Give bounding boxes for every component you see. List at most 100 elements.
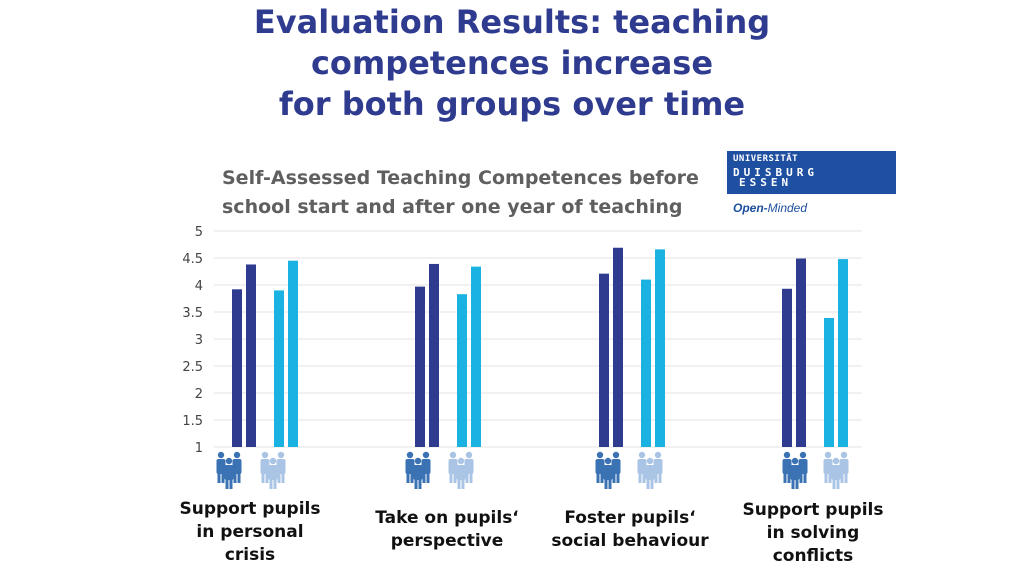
person-head: [638, 451, 646, 459]
person-leg: [449, 473, 453, 483]
person-head: [414, 457, 422, 465]
person-leg: [844, 473, 848, 483]
person-head: [791, 457, 799, 465]
person-leg: [824, 473, 828, 483]
person-body: [790, 465, 800, 480]
person-leg: [406, 473, 410, 483]
person-leg: [422, 473, 426, 483]
person-body: [464, 459, 474, 474]
person-head: [646, 457, 654, 465]
person-leg: [596, 473, 600, 483]
category-label-1-line-3: crisis: [224, 545, 276, 565]
bar: [246, 264, 256, 447]
person-head: [840, 451, 848, 459]
person-leg: [410, 473, 414, 483]
bar: [838, 259, 848, 447]
category-label-3-line-2: social behaviour: [551, 531, 709, 551]
person-leg: [650, 479, 654, 489]
person-head: [824, 451, 832, 459]
person-leg: [638, 473, 642, 483]
person-body: [839, 459, 849, 474]
person-head: [612, 451, 620, 459]
person-head: [465, 451, 473, 459]
person-head: [261, 451, 269, 459]
y-tick-label: 3.5: [182, 306, 203, 321]
person-body: [831, 465, 841, 480]
person-leg: [642, 473, 646, 483]
person-leg: [654, 473, 658, 483]
y-tick-label: 2.5: [182, 360, 203, 375]
person-head: [406, 451, 414, 459]
bar: [599, 273, 609, 447]
person-body: [611, 459, 621, 474]
category-label-2-line-2: perspective: [390, 531, 504, 551]
person-head: [596, 451, 604, 459]
person-body: [448, 459, 458, 474]
person-leg: [426, 473, 430, 483]
person-leg: [237, 473, 241, 483]
bar: [655, 249, 665, 447]
category-label-3: Foster pupils‘ social behaviour: [535, 507, 725, 553]
person-body: [276, 459, 286, 474]
category-label-4: Support pupils in solving conflicts: [718, 499, 908, 568]
bar: [641, 279, 651, 447]
person-leg: [273, 479, 277, 489]
person-head: [269, 457, 277, 465]
person-leg: [795, 479, 799, 489]
person-leg: [453, 473, 457, 483]
bar: [457, 294, 467, 447]
person-leg: [469, 473, 473, 483]
bar: [782, 288, 792, 447]
person-leg: [840, 473, 844, 483]
person-body: [637, 459, 647, 474]
person-leg: [832, 479, 836, 489]
category-label-4-line-2: in solving: [766, 523, 860, 543]
person-body: [823, 459, 833, 474]
person-leg: [217, 473, 221, 483]
logo-tagline-bold: Open-: [733, 201, 768, 215]
person-leg: [221, 473, 225, 483]
person-head: [225, 457, 233, 465]
person-leg: [461, 479, 465, 489]
bar: [429, 263, 439, 447]
person-body: [603, 465, 613, 480]
slide-title: Evaluation Results: teaching competences…: [0, 2, 1024, 125]
slide-title-line-3: for both groups over time: [278, 85, 746, 123]
person-leg: [612, 473, 616, 483]
logo-line-3: ESSEN: [739, 176, 793, 189]
logo-box: UNIVERSITÄT DUISBURG ESSEN: [727, 151, 896, 194]
person-leg: [803, 473, 807, 483]
person-body: [653, 459, 663, 474]
person-leg: [658, 473, 662, 483]
bar: [471, 266, 481, 447]
person-leg: [269, 479, 273, 489]
person-leg: [261, 473, 265, 483]
person-leg: [233, 473, 237, 483]
y-tick-label: 4: [195, 279, 203, 294]
y-tick-label: 5: [195, 225, 203, 240]
person-leg: [418, 479, 422, 489]
y-tick-label: 1: [195, 441, 203, 456]
category-label-4-line-3: conflicts: [772, 546, 854, 566]
chart-title: Self-Assessed Teaching Competences befor…: [222, 164, 722, 222]
person-body: [260, 459, 270, 474]
person-body: [595, 459, 605, 474]
slide-title-line-1: Evaluation Results: teaching: [253, 3, 771, 41]
category-label-3-line-1: Foster pupils‘: [564, 508, 696, 528]
y-tick-label: 3: [195, 333, 203, 348]
chart-title-line-1: Self-Assessed Teaching Competences befor…: [222, 167, 699, 189]
person-body: [216, 459, 226, 474]
person-leg: [783, 473, 787, 483]
person-head: [832, 457, 840, 465]
bar: [274, 290, 284, 447]
person-leg: [646, 479, 650, 489]
person-leg: [414, 479, 418, 489]
person-body: [645, 465, 655, 480]
person-body: [224, 465, 234, 480]
category-label-1: Support pupils in personal crisis: [155, 498, 345, 567]
slide-title-line-2: competences increase: [310, 44, 714, 82]
person-leg: [600, 473, 604, 483]
person-leg: [828, 473, 832, 483]
person-head: [217, 451, 225, 459]
